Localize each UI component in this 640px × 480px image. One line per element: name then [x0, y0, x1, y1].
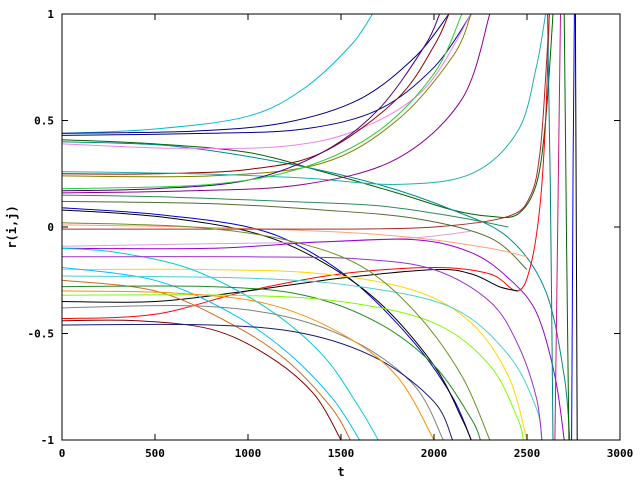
series-line-1 [62, 14, 374, 134]
series-line-6 [62, 14, 472, 150]
series-line-10 [62, 14, 441, 192]
series-line-39 [574, 14, 578, 440]
series-line-5 [62, 141, 571, 440]
x-axis: 0 500 1000 1500 2000 2500 3000 [59, 14, 634, 460]
x-tick-label: 0 [59, 447, 66, 460]
series-line-9 [62, 14, 547, 185]
series-line-34 [62, 14, 463, 190]
series-line-30 [62, 256, 543, 440]
plot-frame [61, 13, 621, 441]
series-line-18 [62, 230, 472, 247]
x-tick-label: 1500 [328, 447, 355, 460]
series-line-3 [62, 14, 472, 136]
series-line-27 [62, 319, 342, 440]
y-tick-label: -1 [41, 434, 55, 447]
series-line-26 [62, 285, 481, 440]
y-tick-label: 1 [47, 8, 54, 21]
series-line-16 [62, 224, 528, 258]
series-line-25 [62, 279, 351, 440]
y-tick-label: 0.5 [34, 115, 54, 128]
series-line-8 [62, 14, 472, 178]
y-tick-label: -0.5 [28, 328, 55, 341]
series-line-38 [571, 14, 575, 440]
series-line-7 [62, 14, 450, 175]
series-line-32 [62, 323, 454, 440]
series-line-13 [62, 200, 528, 270]
x-tick-label: 2500 [514, 447, 541, 460]
series-line-17 [62, 14, 550, 230]
x-axis-label: t [337, 465, 344, 479]
series-line-24 [62, 267, 361, 440]
y-axis: -1 -0.5 0 0.5 1 [28, 8, 620, 447]
series-line-35 [62, 222, 491, 440]
series-line-20 [62, 14, 550, 320]
series-line-33 [62, 290, 435, 440]
series-line-12 [62, 194, 509, 228]
series-line-29 [62, 275, 543, 440]
y-tick-label: 0 [47, 221, 54, 234]
series-line-31 [62, 304, 444, 440]
series-line-37 [563, 14, 570, 440]
series-line-40 [547, 14, 554, 440]
x-tick-label: 3000 [607, 447, 634, 460]
series-line-36 [554, 14, 561, 440]
series-line-19 [62, 238, 565, 440]
x-tick-label: 1000 [235, 447, 262, 460]
series-line-11 [62, 14, 491, 194]
series-line-23 [62, 247, 379, 440]
series-line-21 [62, 268, 518, 303]
x-tick-label: 500 [145, 447, 165, 460]
x-tick-label: 2000 [421, 447, 448, 460]
series-line-15 [62, 209, 472, 440]
series-line-2 [62, 14, 450, 134]
series-layer [62, 14, 578, 440]
y-axis-label: r(i,j) [5, 205, 19, 248]
